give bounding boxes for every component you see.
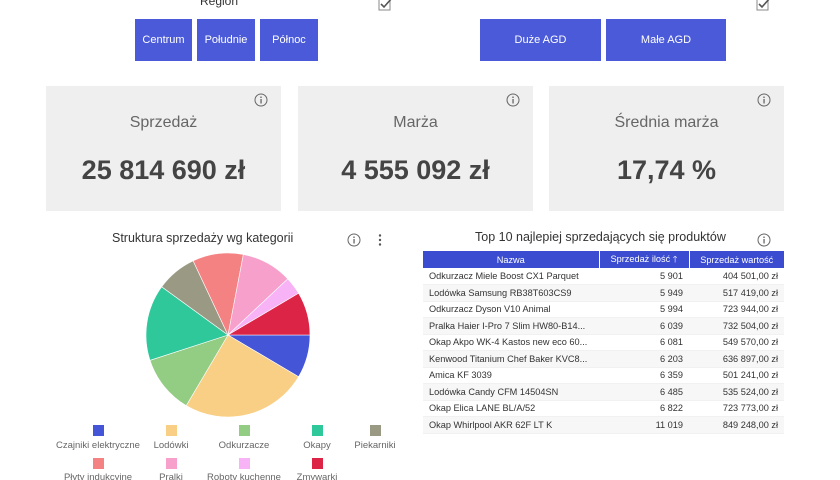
value-cell: 723 944,00 zł: [689, 301, 784, 318]
kpi-label: Średnia marża: [614, 114, 719, 131]
pie-slice-zmywarki[interactable]: [226, 292, 311, 336]
quantity-cell: 6 822: [599, 400, 689, 417]
column-header-label: Sprzedaż wartość: [700, 254, 774, 265]
table-row[interactable]: Amica KF 3039 6 359 501 241,00 zł: [423, 367, 784, 384]
legend-label: Piekarniki: [354, 440, 396, 451]
product-name-cell: Okap Elica LANE BL/A/52: [423, 400, 599, 417]
quantity-cell: 6 485: [599, 383, 689, 401]
table-row[interactable]: Kenwood Titanium Chef Baker KVC8... 6 203…: [423, 350, 784, 368]
product-name-cell: Lodówka Samsung RB38T603CS9: [423, 284, 599, 302]
legend-swatch[interactable]: [312, 425, 323, 436]
product-name-cell: Kenwood Titanium Chef Baker KVC8...: [423, 350, 599, 368]
column-header-label: Nazwa: [496, 254, 525, 265]
info-icon[interactable]: [757, 93, 771, 107]
pie-chart[interactable]: [140, 250, 316, 420]
value-cell: 549 570,00 zł: [689, 334, 784, 351]
info-icon[interactable]: [506, 93, 520, 107]
table-row[interactable]: Okap Whirlpool AKR 62F LT K 11 019 849 248…: [423, 416, 784, 434]
value-cell: 723 773,00 zł: [689, 400, 784, 417]
top10-table: Nazwa Sprzedaż ilość 🡑 Sprzedaż wartość …: [423, 251, 784, 434]
table-row[interactable]: Pralka Haier I-Pro 7 Slim HW80-B14... 6 0…: [423, 317, 784, 335]
kpi-value: 25 814 690 zł: [81, 155, 246, 185]
quantity-cell: 5 901: [599, 268, 689, 285]
column-header-label: Sprzedaż ilość: [610, 253, 671, 264]
legend-swatch[interactable]: [93, 458, 104, 469]
table-row[interactable]: Okap Akpo WK-4 Kastos new eco 60... 6 081…: [423, 334, 784, 351]
legend-label: Lodówki: [153, 440, 189, 451]
category-select-all-checkbox-icon[interactable]: [756, 0, 772, 11]
table-row[interactable]: Odkurzacz Dyson V10 Animal 5 994 723 944,0…: [423, 301, 784, 318]
table-row[interactable]: Lodówka Samsung RB38T603CS9 5 949 517 419,…: [423, 284, 784, 302]
quantity-cell: 6 359: [599, 367, 689, 384]
product-name-cell: Okap Whirlpool AKR 62F LT K: [423, 416, 599, 434]
product-name-cell: Odkurzacz Miele Boost CX1 Parquet: [423, 268, 599, 285]
product-name-cell: Amica KF 3039: [423, 367, 599, 384]
category-button-duze-agd[interactable]: Duże AGD: [480, 19, 601, 61]
select-all-checkbox-icon[interactable]: [378, 0, 394, 11]
legend-label: Odkurzacze: [218, 440, 270, 451]
product-name-cell: Lodówka Candy CFM 14504SN: [423, 383, 599, 401]
info-icon[interactable]: [757, 233, 771, 247]
region-slicer-title: Region: [200, 0, 239, 8]
value-cell: 517 419,00 zł: [689, 284, 784, 302]
legend-label: Czajniki elektryczne: [56, 440, 140, 451]
pie-chart-title: Struktura sprzedaży wg kategorii: [112, 231, 294, 245]
legend-label: Pralki: [159, 472, 183, 480]
kpi-card-sales: Sprzedaż 25 814 690 zł: [46, 86, 281, 211]
value-cell: 535 524,00 zł: [689, 383, 784, 401]
region-button-centrum[interactable]: Centrum: [135, 19, 192, 61]
product-name-cell: Pralka Haier I-Pro 7 Slim HW80-B14...: [423, 317, 599, 335]
kpi-value: 4 555 092 zł: [341, 155, 490, 185]
region-button-polnoc[interactable]: Północ: [260, 19, 318, 61]
kpi-card-avg-margin: Średnia marża 17,74 %: [549, 86, 784, 211]
category-button-male-agd[interactable]: Małe AGD: [606, 19, 726, 61]
quantity-cell: 6 039: [599, 317, 689, 335]
kpi-label: Marża: [393, 114, 438, 131]
legend-swatch[interactable]: [370, 425, 381, 436]
legend-label: Płyty indukcyjne: [63, 472, 133, 480]
pie-slice-lodówki[interactable]: [185, 334, 299, 418]
quantity-cell: 6 081: [599, 334, 689, 351]
value-cell: 732 504,00 zł: [689, 317, 784, 335]
column-header-value[interactable]: Sprzedaż wartość: [689, 251, 784, 268]
info-icon[interactable]: [347, 233, 361, 247]
quantity-cell: 11 019: [599, 416, 689, 434]
legend-label: Zmywarki: [296, 472, 338, 480]
kpi-value: 17,74 %: [616, 155, 717, 185]
value-cell: 636 897,00 zł: [689, 350, 784, 368]
product-name-cell: Okap Akpo WK-4 Kastos new eco 60...: [423, 334, 599, 351]
info-icon[interactable]: [254, 93, 268, 107]
product-name-cell: Odkurzacz Dyson V10 Animal: [423, 301, 599, 318]
pie-slice-okapy[interactable]: [145, 286, 229, 361]
legend-label: Roboty kuchenne: [207, 472, 281, 480]
legend-swatch[interactable]: [239, 425, 250, 436]
column-header-name[interactable]: Nazwa: [423, 251, 600, 268]
value-cell: 404 501,00 zł: [689, 268, 784, 285]
region-button-poludnie[interactable]: Południe: [197, 19, 255, 61]
table-row[interactable]: Odkurzacz Miele Boost CX1 Parquet 5 901 40…: [423, 268, 784, 285]
legend-swatch[interactable]: [93, 425, 104, 436]
kpi-card-margin: Marża 4 555 092 zł: [298, 86, 533, 211]
more-options-icon[interactable]: [373, 233, 387, 247]
legend-swatch[interactable]: [312, 458, 323, 469]
legend-swatch[interactable]: [239, 458, 250, 469]
value-cell: 501 241,00 zł: [689, 367, 784, 384]
sort-ascending-icon: 🡑: [672, 253, 678, 264]
quantity-cell: 5 949: [599, 284, 689, 302]
quantity-cell: 6 203: [599, 350, 689, 368]
legend-label: Okapy: [303, 440, 331, 451]
kpi-label: Sprzedaż: [129, 114, 198, 131]
quantity-cell: 5 994: [599, 301, 689, 318]
table-row[interactable]: Lodówka Candy CFM 14504SN 6 485 535 524,00…: [423, 383, 784, 401]
table-row[interactable]: Okap Elica LANE BL/A/52 6 822 723 773,00 z…: [423, 400, 784, 417]
legend-swatch[interactable]: [166, 458, 177, 469]
table-title: Top 10 najlepiej sprzedających się produ…: [475, 230, 726, 244]
value-cell: 849 248,00 zł: [689, 416, 784, 434]
column-header-qty[interactable]: Sprzedaż ilość 🡑: [599, 251, 690, 268]
legend-swatch[interactable]: [166, 425, 177, 436]
